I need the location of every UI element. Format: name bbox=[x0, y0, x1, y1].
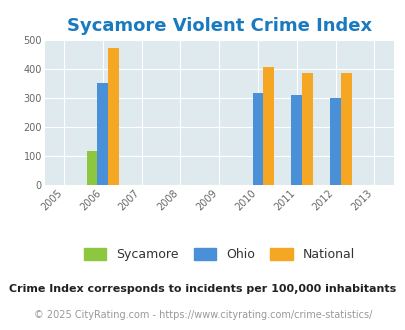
Bar bbox=[263, 67, 274, 185]
Legend: Sycamore, Ohio, National: Sycamore, Ohio, National bbox=[79, 243, 359, 266]
Bar bbox=[252, 93, 263, 185]
Bar bbox=[108, 48, 119, 185]
Bar bbox=[291, 95, 301, 185]
Bar bbox=[340, 73, 351, 185]
Bar bbox=[301, 73, 312, 185]
Text: © 2025 CityRating.com - https://www.cityrating.com/crime-statistics/: © 2025 CityRating.com - https://www.city… bbox=[34, 311, 371, 320]
Bar bbox=[329, 98, 340, 185]
Bar bbox=[97, 83, 108, 185]
Text: Crime Index corresponds to incidents per 100,000 inhabitants: Crime Index corresponds to incidents per… bbox=[9, 284, 396, 294]
Bar bbox=[86, 151, 97, 185]
Title: Sycamore Violent Crime Index: Sycamore Violent Crime Index bbox=[66, 17, 371, 35]
